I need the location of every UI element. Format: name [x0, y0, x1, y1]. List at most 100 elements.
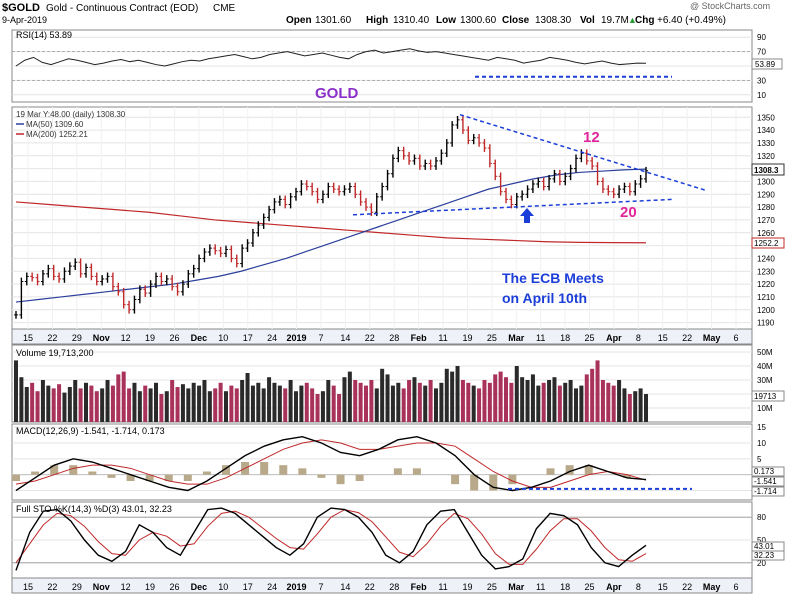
x-tick-label-bottom: May: [703, 582, 721, 592]
x-tick-label-bottom: 14: [340, 582, 350, 592]
volume-bar: [482, 380, 487, 422]
volume-bar: [434, 388, 438, 422]
volume-bar: [633, 391, 638, 422]
macd-histogram-bar: [88, 471, 97, 475]
volume-bar: [504, 377, 508, 422]
rsi-last-box: [751, 58, 783, 70]
x-tick-label-top: 25: [487, 333, 497, 343]
xaxis-band-top: [11, 328, 753, 345]
volume-bar: [477, 388, 482, 422]
x-tick-label-top: 8: [636, 333, 641, 343]
x-tick-label-top: 28: [389, 333, 399, 343]
volume-bar: [514, 366, 519, 422]
ma50-legend: MA(50) 1309.60: [26, 120, 84, 129]
ma200-legend: MA(200) 1252.21: [26, 130, 88, 139]
volume-bar: [644, 394, 648, 422]
volume-bar: [202, 380, 207, 422]
price-title: GOLD: [315, 85, 358, 102]
x-tick-label-top: 25: [585, 333, 595, 343]
volume-bar: [267, 377, 272, 422]
volume-bar: [358, 382, 363, 422]
macd-hist-last-box: [751, 466, 785, 477]
macd-last-value: -1.541: [754, 477, 777, 486]
volume-bar: [294, 391, 298, 422]
x-tick-label-top: 12: [121, 333, 131, 343]
macd-hist-last-value: 0.173: [754, 467, 775, 476]
ecb-annotation-line1: The ECB Meets: [502, 270, 604, 286]
macd-histogram-bar: [565, 465, 574, 475]
ma200-line: [15, 201, 647, 244]
volume-bar: [552, 377, 557, 422]
macd-histogram-bar: [298, 468, 307, 475]
volume-bar: [509, 382, 514, 422]
volume-bar: [450, 371, 455, 422]
volume-tick-label: 10M: [757, 404, 773, 413]
volume-bar: [471, 385, 476, 422]
macd-histogram-bar: [546, 468, 555, 475]
volume-label: Vol: [580, 15, 595, 26]
volume-bar: [423, 385, 428, 422]
volume-bar: [35, 391, 40, 422]
x-tick-label-bottom: 11: [536, 582, 545, 592]
volume-bar: [197, 385, 202, 422]
macd-histogram-bar: [12, 474, 20, 481]
macd-signal-line: [15, 439, 647, 488]
price-tick-label: 1350: [757, 113, 775, 122]
macd-histogram-bar: [412, 468, 421, 475]
volume-bar: [525, 380, 530, 422]
ma200-last-value: 1252.2: [754, 239, 779, 248]
macd-line: [15, 435, 647, 492]
volume-bar: [498, 371, 503, 422]
volume-bar: [245, 373, 250, 422]
volume-bar: [380, 368, 385, 422]
price-tick-label: 1300: [757, 177, 775, 186]
rsi-tick-label: 10: [757, 91, 766, 100]
volume-bar: [347, 371, 352, 422]
macd-tick-label: 15: [757, 423, 766, 432]
x-tick-label-bottom: 8: [636, 582, 641, 592]
volume-bar: [407, 380, 412, 422]
high-value: 1310.40: [393, 15, 430, 26]
x-tick-label-top: 29: [72, 333, 82, 343]
volume-bar: [148, 388, 153, 422]
x-tick-label-bottom: 12: [121, 582, 131, 592]
volume-bar: [84, 382, 88, 422]
volume-bar: [186, 388, 191, 422]
open-label: Open: [286, 15, 312, 26]
volume-bar: [579, 385, 584, 422]
volume-bar: [563, 382, 568, 422]
volume-bar: [574, 388, 578, 422]
volume-bar: [288, 380, 293, 422]
volume-bar: [299, 385, 304, 422]
xaxis-band-bottom: [11, 577, 753, 594]
macd-histogram-bar: [317, 474, 326, 478]
x-tick-label-top: Mar: [508, 333, 525, 343]
sto-tick-label: 20: [757, 559, 766, 568]
x-tick-label-bottom: Feb: [411, 582, 428, 592]
x-tick-label-top: 22: [365, 333, 375, 343]
price-legend-date: 19 Mar Y:48.00 (daily) 1308.30: [16, 110, 126, 119]
volume-bar: [57, 384, 62, 422]
volume-bar: [455, 366, 460, 422]
x-tick-label-top: May: [703, 333, 721, 343]
x-tick-label-top: 10: [218, 333, 228, 343]
sto-k-line: [15, 507, 647, 571]
macd-histogram-bar: [107, 474, 116, 478]
volume-bar: [40, 380, 45, 422]
volume-bar: [234, 388, 239, 422]
x-tick-label-bottom: 29: [72, 582, 82, 592]
x-tick-label-top: 11: [536, 333, 545, 343]
low-label: Low: [436, 15, 456, 26]
x-tick-label-bottom: 18: [560, 582, 570, 592]
sto-label: Full STO %K(14,3) %D(3) 43.01, 32.23: [16, 504, 172, 514]
volume-bar: [14, 360, 18, 422]
x-tick-label-bottom: 10: [218, 582, 228, 592]
macd-histogram-bar: [69, 465, 78, 475]
annotation-12: 12: [583, 129, 600, 146]
x-tick-label-bottom: 24: [267, 582, 277, 592]
volume-bar: [600, 380, 605, 422]
macd-histogram-bar: [584, 465, 593, 475]
price-tick-label: 1320: [757, 152, 775, 161]
volume-bar: [218, 382, 223, 422]
price-tick-label: 1260: [757, 229, 775, 238]
